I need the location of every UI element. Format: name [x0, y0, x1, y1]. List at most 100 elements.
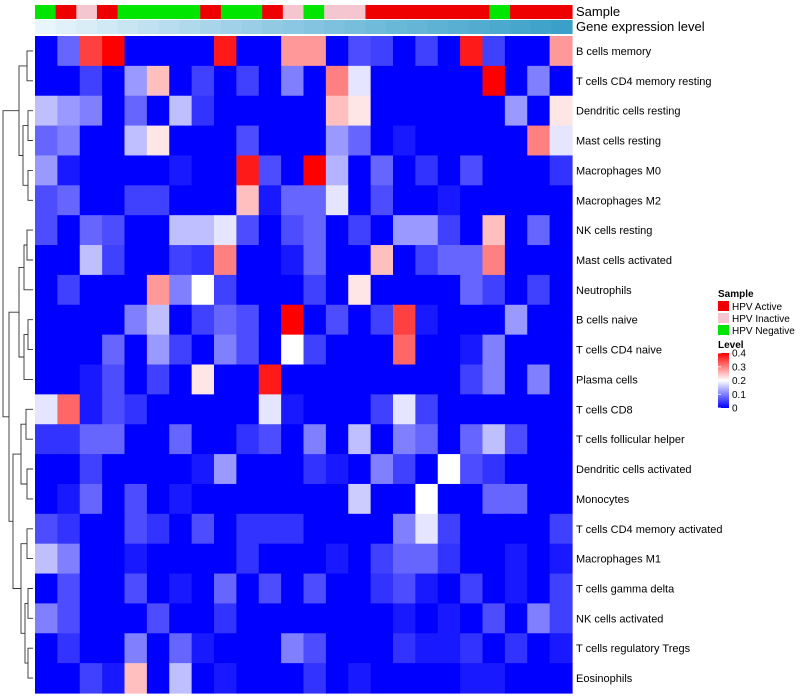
heatmap-cell	[303, 573, 327, 605]
heatmap-cell	[281, 155, 305, 186]
heatmap-cell	[482, 65, 506, 97]
heatmap-cell	[437, 155, 461, 186]
level-tick-label: 0	[732, 404, 738, 415]
heatmap-cell	[393, 603, 416, 634]
heatmap-cell	[102, 334, 126, 366]
heatmap-cell	[79, 513, 103, 545]
heatmap-cell	[214, 663, 237, 694]
heatmap-cell	[35, 424, 58, 455]
heatmap-cell	[482, 424, 506, 455]
heatmap-cell	[169, 304, 193, 336]
heatmap-cell	[437, 483, 461, 515]
heatmap-cell	[393, 633, 416, 664]
heatmap-cell	[415, 543, 439, 575]
heatmap-cell	[482, 483, 506, 515]
heatmap-cell	[348, 304, 372, 336]
heatmap-cell	[258, 36, 282, 67]
heatmap-cell	[191, 454, 215, 485]
heatmap-cell	[549, 274, 573, 306]
heatmap-cell	[57, 36, 81, 67]
heatmap-cell	[482, 454, 506, 485]
heatmap-cell	[214, 65, 237, 97]
gene-expression-annotation-cell	[117, 20, 139, 34]
heatmap-cell	[325, 125, 349, 157]
heatmap-cell	[236, 274, 260, 306]
gene-expression-annotation-cell	[96, 20, 119, 34]
heatmap-cell	[191, 603, 215, 634]
heatmap-cell	[35, 125, 58, 157]
heatmap-cell	[146, 573, 170, 605]
heatmap-cell	[348, 274, 372, 306]
heatmap-cell	[393, 573, 416, 605]
heatmap-cell	[258, 245, 282, 276]
dendrogram-branch	[27, 110, 33, 141]
heatmap-cell	[214, 603, 237, 634]
sample-annotation-cell	[551, 5, 573, 19]
heatmap-cell	[437, 663, 461, 694]
heatmap-cell	[169, 513, 193, 545]
heatmap-cell	[169, 483, 193, 515]
heatmap-cell	[370, 274, 394, 306]
heatmap-cells	[35, 36, 573, 694]
heatmap-cell	[124, 36, 148, 67]
heatmap-cell	[258, 543, 282, 575]
heatmap-cell	[124, 334, 148, 366]
sample-annotation-cell	[468, 5, 490, 19]
row-label: B cells memory	[576, 46, 652, 58]
sample-annotation-cell	[117, 5, 139, 19]
gene-expression-annotation-cell	[35, 20, 57, 34]
gene-expression-annotation-cell	[406, 20, 429, 34]
sample-annotation-cell	[241, 5, 263, 19]
heatmap-cell	[57, 633, 81, 664]
heatmap-cell	[527, 304, 551, 336]
heatmap-cell	[303, 364, 327, 395]
heatmap-cell	[460, 304, 484, 336]
heatmap-cell	[437, 454, 461, 485]
heatmap-cell	[79, 304, 103, 336]
heatmap-cell	[57, 424, 81, 455]
heatmap-cell	[527, 95, 551, 127]
heatmap-cell	[214, 36, 237, 67]
heatmap-cell	[303, 633, 327, 664]
heatmap-cell	[281, 95, 305, 127]
heatmap-cell	[236, 454, 260, 485]
heatmap-cell	[102, 603, 126, 634]
heatmap-cell	[549, 573, 573, 605]
heatmap-cell	[325, 65, 349, 97]
heatmap-cell	[370, 454, 394, 485]
heatmap-cell	[124, 603, 148, 634]
heatmap-cell	[258, 125, 282, 157]
heatmap-cell	[57, 215, 81, 246]
heatmap-cell	[549, 603, 573, 634]
heatmap-cell	[281, 633, 305, 664]
heatmap-cell	[236, 663, 260, 694]
heatmap-cell	[191, 513, 215, 545]
level-legend-title: Level	[718, 340, 744, 351]
heatmap-cell	[415, 483, 439, 515]
heatmap-cell	[549, 543, 573, 575]
heatmap-cell	[460, 364, 484, 395]
sample-annotation-cell	[76, 5, 98, 19]
heatmap-cell	[370, 36, 394, 67]
sample-legend-title: Sample	[718, 289, 754, 300]
heatmap-cell	[527, 543, 551, 575]
heatmap-cell	[214, 454, 237, 485]
heatmap-cell	[281, 424, 305, 455]
heatmap-cell	[191, 424, 215, 455]
heatmap-cell	[549, 663, 573, 694]
heatmap-cell	[236, 155, 260, 186]
dendrogram-branch	[23, 334, 33, 380]
heatmap-cell	[415, 155, 439, 186]
heatmap-cell	[79, 483, 103, 515]
heatmap-cell	[146, 543, 170, 575]
heatmap-cell	[258, 483, 282, 515]
heatmap-cell	[281, 394, 305, 425]
heatmap-cell	[437, 424, 461, 455]
heatmap-cell	[35, 245, 58, 276]
gene-expression-annotation-cell	[241, 20, 263, 34]
heatmap-cell	[504, 36, 528, 67]
heatmap-cell	[169, 663, 193, 694]
heatmap-cell	[482, 155, 506, 186]
gene-expression-annotation-cell	[551, 20, 573, 34]
